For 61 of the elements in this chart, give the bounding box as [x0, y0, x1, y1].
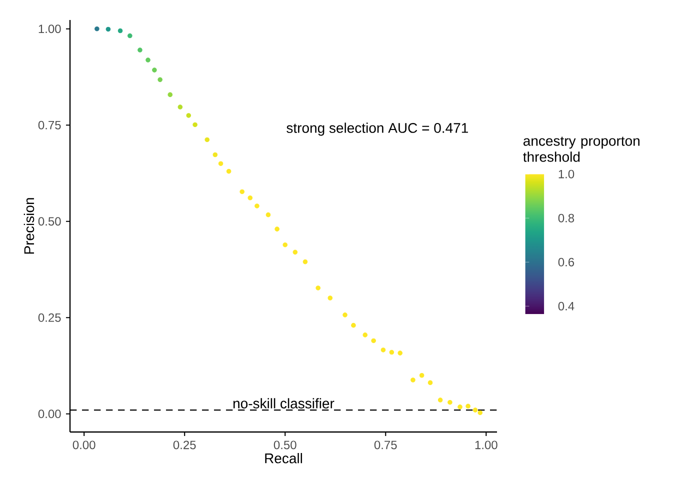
point	[138, 48, 142, 52]
point	[342, 312, 348, 318]
point	[428, 380, 433, 386]
point	[158, 77, 162, 82]
point	[380, 348, 386, 352]
color-bar-label: 0.8	[558, 214, 574, 222]
point	[266, 212, 271, 218]
x-axis-title: Recall	[265, 453, 302, 464]
point	[478, 410, 483, 416]
y-tick-label: 0.75	[38, 120, 61, 130]
y-tick-label: 0.50	[38, 217, 61, 226]
point	[448, 400, 452, 405]
point	[152, 68, 157, 72]
point	[362, 332, 368, 338]
y-tick-label: 0.00	[38, 410, 61, 418]
point	[398, 350, 403, 356]
point	[274, 226, 280, 232]
point	[240, 189, 244, 194]
point	[472, 408, 478, 412]
point	[118, 28, 123, 34]
point	[282, 242, 288, 248]
point	[218, 161, 224, 166]
point	[212, 152, 218, 158]
annotation: strong selection AUC = 0.471	[286, 122, 468, 136]
point	[389, 350, 394, 355]
point	[226, 168, 232, 174]
point	[458, 404, 462, 410]
point	[186, 113, 192, 118]
point	[128, 33, 132, 38]
point	[248, 195, 253, 200]
point	[466, 404, 470, 409]
point	[419, 372, 424, 378]
x-tick-label: 0.25	[173, 440, 196, 450]
point	[316, 286, 320, 290]
point	[204, 137, 210, 142]
point	[168, 92, 173, 98]
color-bar-label: 0.4	[558, 302, 574, 310]
point	[94, 26, 100, 32]
color-bar-title: ancestry proporton threshold	[523, 136, 640, 162]
point	[410, 378, 416, 382]
point	[106, 26, 111, 32]
point	[438, 398, 443, 402]
point	[328, 296, 333, 300]
color-bar-label: 0.6	[558, 258, 574, 266]
color-bar-label: 1.0	[558, 170, 574, 178]
x-tick-label: 0.00	[72, 440, 96, 450]
point	[146, 58, 150, 62]
point	[178, 104, 183, 110]
ref-line-label: no-skill classifier	[233, 398, 334, 408]
y-tick-label: 1.00	[38, 24, 61, 34]
x-tick-label: 0.75	[374, 440, 397, 450]
point	[292, 250, 298, 255]
point	[192, 122, 198, 128]
x-tick-label: 1.00	[475, 440, 498, 450]
point	[351, 322, 356, 328]
x-tick-label: 0.50	[274, 440, 296, 450]
point	[302, 259, 308, 264]
y-tick-label: 0.25	[38, 313, 61, 322]
point	[371, 338, 376, 344]
point	[254, 204, 260, 208]
y-axis-title: Precision	[24, 198, 34, 254]
